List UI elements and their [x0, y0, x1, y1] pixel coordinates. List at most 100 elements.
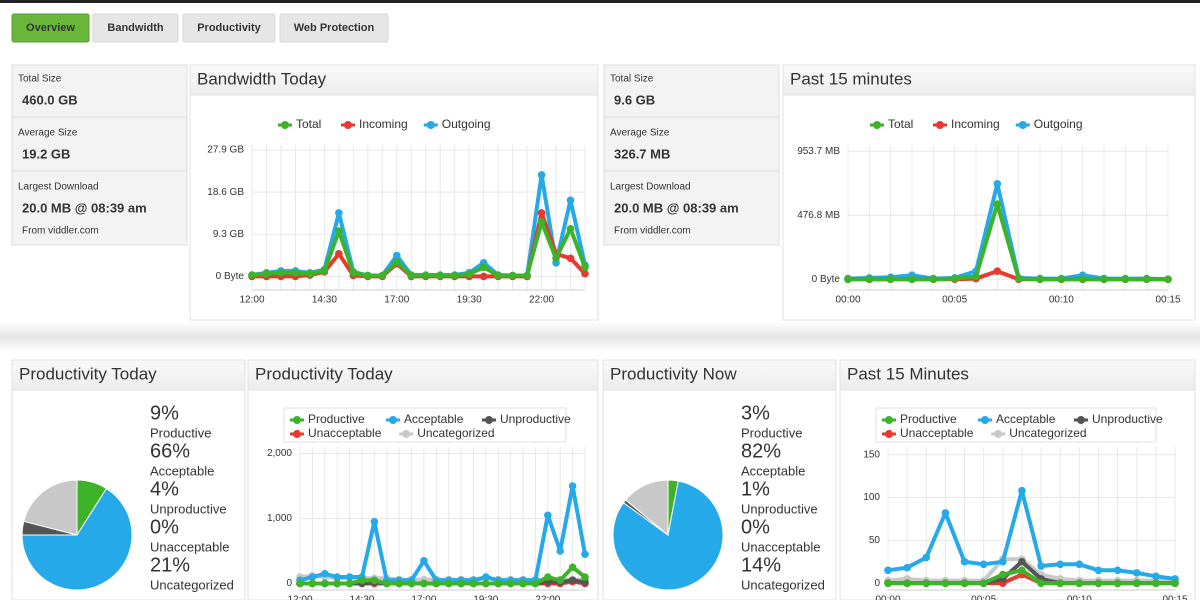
legend-label: Unproductive	[500, 412, 571, 426]
pie-slice	[23, 479, 78, 536]
data-point	[392, 251, 401, 260]
section-divider	[0, 322, 1200, 352]
data-point	[248, 271, 256, 279]
legend-label: Uncategorized	[1009, 426, 1086, 440]
data-point	[1018, 557, 1026, 566]
data-point	[506, 579, 515, 588]
data-point	[421, 271, 430, 280]
data-point	[960, 579, 969, 587]
tab[interactable]	[92, 13, 179, 43]
data-point	[884, 566, 892, 575]
data-point	[581, 573, 589, 581]
data-point	[479, 263, 488, 272]
tab-label[interactable]: Productivity	[197, 22, 261, 34]
data-point	[382, 579, 391, 588]
stat-value: 460.0 GB	[22, 92, 78, 107]
tab[interactable]	[11, 13, 90, 43]
chart-header	[11, 359, 246, 391]
pie-category: Uncategorized	[741, 577, 825, 592]
chart-header	[247, 359, 599, 391]
x-tick-label: 14:30	[312, 295, 337, 306]
data-point	[1037, 562, 1045, 570]
pie-category: Uncategorized	[150, 577, 234, 592]
legend-swatch	[981, 416, 989, 424]
data-point	[465, 270, 473, 278]
legend-label: Incoming	[951, 117, 1000, 131]
data-point	[950, 274, 959, 283]
data-point	[979, 579, 988, 587]
data-point	[1056, 579, 1064, 587]
legend-label: Total	[888, 117, 913, 131]
tab[interactable]	[182, 13, 276, 43]
pie-category: Unproductive	[741, 501, 818, 516]
pie-percent: 21%	[150, 554, 190, 576]
data-point	[482, 579, 490, 588]
tab[interactable]	[279, 13, 389, 43]
tab-label[interactable]: Bandwidth	[107, 22, 163, 34]
data-point	[364, 271, 372, 280]
x-tick-label: 17:00	[411, 595, 436, 600]
tab-label[interactable]: Web Protection	[294, 22, 375, 34]
stat-note: From viddler.com	[614, 226, 691, 237]
x-tick-label: 22:00	[529, 295, 554, 306]
x-tick-label: 17:00	[384, 295, 409, 306]
stat-label: Total Size	[610, 74, 654, 85]
data-point	[581, 578, 589, 586]
data-point	[333, 579, 341, 588]
data-point	[320, 569, 329, 578]
legend-swatch	[344, 121, 352, 129]
stat-label: Largest Download	[610, 182, 691, 193]
pie-category: Productive	[150, 425, 211, 440]
chart-title: Productivity Today	[19, 364, 157, 383]
data-point	[844, 275, 852, 284]
data-point	[523, 271, 531, 280]
y-tick-label: 50	[869, 535, 881, 546]
data-point	[1142, 275, 1151, 284]
data-point	[494, 579, 503, 588]
stat-value: 326.7 MB	[614, 146, 670, 161]
legend-swatch	[402, 430, 411, 438]
data-point	[444, 579, 453, 588]
y-tick-label: 0 Byte	[216, 271, 245, 282]
data-point	[1164, 275, 1172, 284]
x-tick-label: 19:30	[457, 295, 482, 306]
data-point	[407, 271, 416, 280]
data-point	[432, 579, 441, 588]
data-point	[960, 557, 969, 566]
data-point	[941, 509, 950, 517]
data-point	[395, 579, 403, 588]
x-tick-label: 19:30	[473, 595, 498, 600]
data-point	[479, 272, 488, 281]
data-point	[1014, 274, 1023, 283]
data-point	[262, 269, 271, 278]
data-point	[903, 579, 911, 587]
data-point	[1132, 579, 1141, 587]
data-point	[884, 579, 892, 587]
legend-label: Incoming	[359, 117, 408, 131]
data-point	[1078, 275, 1087, 284]
stat-label: Average Size	[610, 128, 670, 139]
tab-label[interactable]: Overview	[26, 22, 75, 34]
x-tick-label: 14:30	[349, 595, 374, 600]
legend-swatch	[873, 121, 881, 129]
pie-percent: 0%	[150, 516, 179, 538]
data-point	[320, 579, 329, 588]
legend-label: Unacceptable	[308, 426, 382, 440]
data-point	[420, 579, 428, 588]
pie-category: Unacceptable	[150, 539, 230, 554]
data-point	[993, 200, 1002, 208]
series-line	[888, 568, 1175, 586]
pie-category: Acceptable	[741, 463, 805, 478]
x-tick-label: 12:00	[287, 595, 312, 600]
legend-label: Outgoing	[1034, 117, 1083, 131]
x-tick-label: 00:05	[942, 295, 967, 306]
stat-value: 19.2 GB	[22, 146, 70, 161]
x-tick-label: 12:00	[239, 295, 264, 306]
data-point	[1094, 566, 1103, 575]
data-point	[568, 576, 577, 585]
stat-label: Largest Download	[18, 182, 99, 193]
data-point	[358, 576, 366, 585]
data-point	[1094, 579, 1103, 587]
y-tick-label: 27.9 GB	[207, 145, 244, 156]
data-point	[566, 196, 575, 205]
